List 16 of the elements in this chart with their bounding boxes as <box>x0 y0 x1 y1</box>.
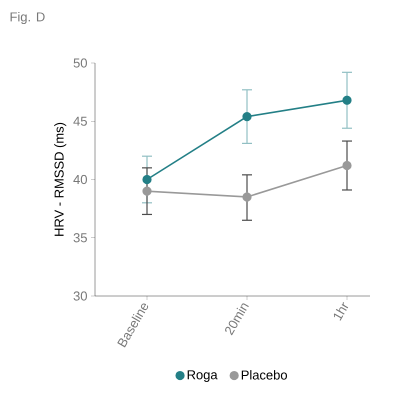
y-tick-label: 40 <box>73 174 87 184</box>
x-tick-label: 1hr <box>334 302 348 321</box>
point <box>242 112 252 122</box>
point <box>342 96 352 105</box>
chart-title: Fig. D <box>10 12 45 24</box>
legend-label: Roga <box>188 370 218 382</box>
point <box>242 192 252 202</box>
point <box>142 186 152 196</box>
y-tick-label: 35 <box>74 233 87 242</box>
legend-label: Placebo <box>242 370 287 380</box>
y-tick-label: 30 <box>74 291 87 301</box>
point <box>142 174 152 184</box>
y-tick-label: 45 <box>73 116 87 126</box>
point <box>342 160 352 170</box>
y-tick-label: 50 <box>74 58 87 68</box>
y-axis-title: HRV - RMSSD (ms) <box>54 122 66 236</box>
